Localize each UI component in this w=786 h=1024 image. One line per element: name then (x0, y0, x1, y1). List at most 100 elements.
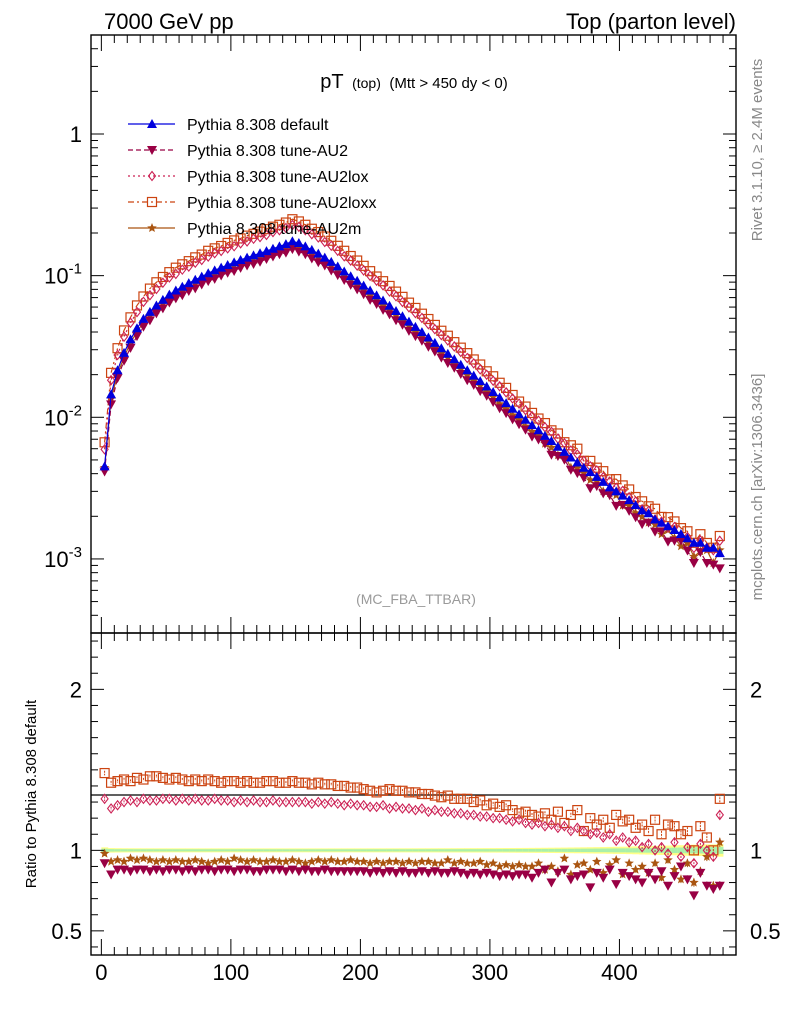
ratio-band-inner (269, 849, 277, 852)
ratio-point (709, 851, 718, 863)
ratio-point (696, 838, 705, 850)
ratio-band-inner (638, 848, 646, 853)
legend-marker (147, 146, 157, 155)
data-point (113, 349, 122, 361)
ratio-band-inner (373, 849, 381, 852)
ratio-point (410, 858, 421, 868)
data-point (229, 240, 239, 252)
ratio-point (333, 856, 343, 866)
data-point (216, 245, 226, 257)
ratio-point (203, 774, 214, 785)
data-point (546, 425, 557, 436)
data-point (682, 533, 693, 543)
data-point (119, 331, 129, 343)
data-point (469, 357, 478, 369)
data-point (151, 309, 162, 319)
ratio-point (423, 868, 434, 878)
data-point (714, 530, 725, 542)
upper-panel: pT (top) (Mtt > 450 dy < 0) (MC_FBA_TTBA… (44, 34, 737, 634)
ratio-point (216, 777, 227, 788)
data-point (624, 506, 635, 516)
ratio-point (196, 865, 207, 875)
ratio-point (204, 795, 213, 806)
ratio-point (637, 841, 647, 853)
ratio-band-inner (263, 849, 271, 852)
data-point (520, 414, 531, 424)
ratio-band-inner (204, 849, 212, 852)
ratio-band-inner (671, 847, 679, 854)
ratio-point (650, 844, 660, 856)
ratio-point (527, 819, 537, 830)
ratio-point (539, 865, 550, 875)
data-point (131, 332, 142, 342)
data-point (404, 301, 414, 313)
ratio-point (682, 825, 693, 837)
data-point (630, 513, 641, 523)
ratio-point (261, 865, 272, 875)
data-point (352, 275, 363, 285)
ratio-point (106, 803, 116, 814)
ratio-point (656, 867, 667, 877)
ratio-point (573, 822, 582, 834)
ratio-point (268, 795, 278, 806)
ratio-point (450, 807, 459, 819)
upper-y-tick-label: 10-2 (44, 402, 82, 430)
data-point (280, 248, 291, 258)
data-point (675, 536, 686, 546)
lower-panel: 0.5 0.5 1 1 2 2 Ratio to Pythia 8.308 default (23, 632, 781, 956)
data-point (144, 283, 156, 294)
ratio-point (533, 868, 544, 878)
ratio-point (669, 864, 680, 874)
data-point (151, 277, 162, 288)
ratio-point (488, 812, 498, 824)
ratio-point (404, 856, 414, 866)
data-point (345, 271, 356, 281)
data-point (669, 525, 680, 535)
ratio-band-inner (677, 847, 685, 854)
ratio-point (139, 793, 148, 805)
data-point (191, 257, 200, 269)
ratio-band-inner (444, 849, 452, 852)
ratio-point (365, 868, 376, 878)
data-point (294, 221, 304, 233)
data-point (274, 219, 285, 230)
ratio-point (391, 868, 402, 878)
x-axis: 0 100 200 300 400 (95, 35, 724, 985)
data-point (424, 318, 433, 330)
ratio-band-inner (133, 849, 141, 852)
ratio-band-inner (600, 848, 607, 853)
ratio-point (533, 858, 544, 868)
data-point (598, 476, 609, 486)
ratio-point (578, 870, 589, 880)
ratio-point (319, 779, 330, 790)
ratio-point (598, 873, 609, 883)
data-point (332, 261, 343, 271)
ratio-band-inner (645, 848, 653, 853)
ratio-point (508, 815, 517, 827)
data-point (488, 386, 499, 396)
data-point (229, 257, 240, 267)
data-point (682, 546, 693, 556)
ratio-point (300, 858, 311, 868)
ratio-band-inner (541, 848, 549, 852)
ratio-point (442, 868, 453, 878)
ratio-point (475, 856, 485, 866)
data-point (514, 409, 525, 419)
ratio-point (313, 867, 324, 877)
ratio-point (183, 776, 194, 787)
data-point (293, 238, 304, 248)
data-point (358, 260, 369, 271)
title-cut: (Mtt > 450 dy < 0) (389, 75, 507, 92)
ratio-band-inner (140, 849, 148, 852)
ratio-point (456, 807, 465, 819)
data-point (248, 259, 259, 269)
ratio-point (384, 856, 395, 866)
ratio-point (546, 861, 557, 871)
data-point (715, 535, 725, 547)
ratio-point (274, 856, 285, 866)
ratio-point (119, 856, 129, 866)
ratio-point (125, 867, 136, 877)
ratio-point (216, 795, 226, 806)
data-point (320, 236, 329, 248)
ratio-point (112, 855, 123, 865)
